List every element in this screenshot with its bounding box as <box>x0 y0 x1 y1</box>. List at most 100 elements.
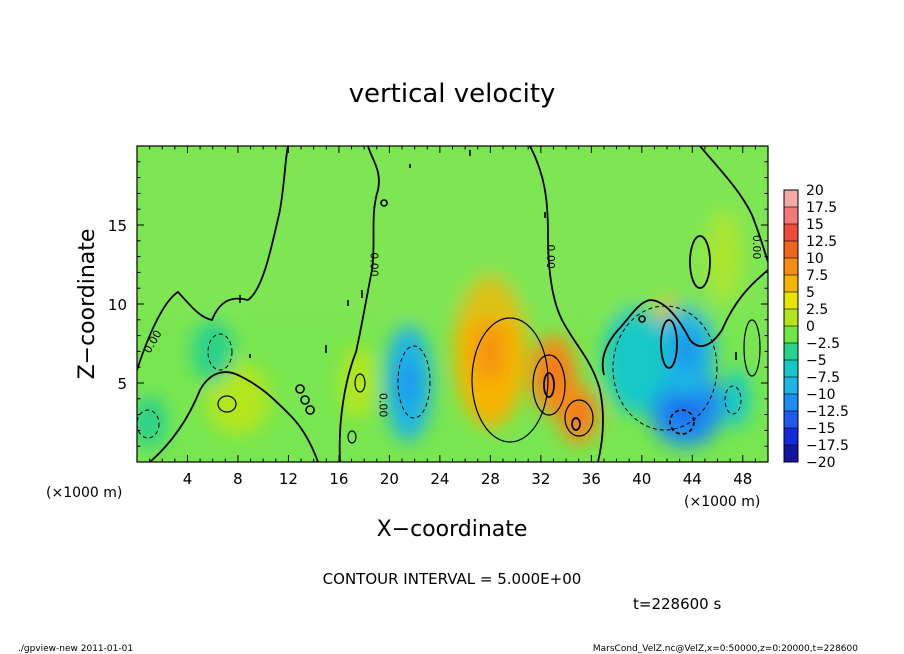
x-axis-label: X−coordinate <box>377 517 528 542</box>
contour-label: 0.00 <box>367 252 380 277</box>
downdraft-region <box>603 304 668 414</box>
colorbar-bin <box>784 428 798 446</box>
updraft-contour-4 <box>660 319 678 369</box>
x-tick-label: 24 <box>430 470 449 488</box>
x-tick-label: 8 <box>233 470 243 488</box>
colorbar-bin <box>784 445 798 463</box>
footer-right: MarsCond_VelZ.nc@VelZ,x=0:50000,z=0:2000… <box>593 644 858 654</box>
updraft-contour-6 <box>217 395 237 413</box>
downdraft-region <box>723 369 750 428</box>
colorbar-label: −7.5 <box>806 370 840 386</box>
x-axis-ticks: 4 8 12 16 20 24 28 32 36 40 44 48 <box>149 146 756 488</box>
x-tick-label: 12 <box>279 470 298 488</box>
colorbar-label: −20 <box>806 455 836 471</box>
updraft-contour-3 <box>564 399 594 437</box>
contour-label: 0.00 <box>750 235 763 260</box>
downdraft-core <box>674 332 698 370</box>
x-tick-label: 36 <box>582 470 601 488</box>
upper-tint <box>137 146 768 320</box>
updraft-contour-5 <box>689 235 711 289</box>
chart-title: vertical velocity <box>349 79 556 109</box>
velocity-field: 0.000.000.000.00 0.00 <box>137 146 768 462</box>
updraft-core <box>544 359 563 391</box>
colorbar-label: −2.5 <box>806 336 840 352</box>
colorbar-label: 2.5 <box>806 302 828 318</box>
updraft-core <box>476 321 505 382</box>
colorbar-label: 20 <box>806 183 824 199</box>
y-axis-label: Z−coordinate <box>75 229 100 380</box>
colorbar-bin <box>784 292 798 310</box>
colorbar-label: −10 <box>806 387 836 403</box>
x-tick-label: 20 <box>380 470 399 488</box>
x-tick-label: 28 <box>481 470 500 488</box>
downdraft-contour-3 <box>612 305 718 431</box>
colorbar-label: −5 <box>806 353 827 369</box>
colorbar-bin <box>784 360 798 378</box>
strong-updraft-contour-1 <box>543 372 555 398</box>
colorbar-label: 7.5 <box>806 268 828 284</box>
x-tick-label: 16 <box>329 470 348 488</box>
colorbar-label: −12.5 <box>806 404 849 420</box>
downdraft-region <box>137 397 168 448</box>
colorbar-bin <box>784 377 798 395</box>
x-tick-label: 32 <box>531 470 550 488</box>
colorbar-label: −15 <box>806 421 836 437</box>
updraft-region <box>340 346 376 420</box>
zero-contour-3 <box>338 146 380 462</box>
downdraft-contour-6 <box>207 333 233 371</box>
contour-label: 0.00 <box>376 393 389 418</box>
zero-contour-6 <box>699 146 768 263</box>
x-axis-unit-left: (×1000 m) <box>46 485 122 501</box>
colorbar-bin <box>784 326 798 344</box>
zero-contour-2 <box>149 371 319 462</box>
updraft-core <box>570 403 587 426</box>
downdraft-contour-1 <box>397 345 431 419</box>
updraft-contour-7 <box>354 373 366 393</box>
colorbar-label: 17.5 <box>806 200 837 216</box>
zero-contour-4 <box>529 146 604 462</box>
x-tick-label: 40 <box>632 470 651 488</box>
downdraft-contour-2 <box>137 409 160 439</box>
colorbar-bin <box>784 241 798 259</box>
contour-interval-text: CONTOUR INTERVAL = 5.000E+00 <box>323 570 582 588</box>
zero-contour-1 <box>137 146 289 371</box>
colorbar-bin <box>784 190 798 208</box>
x-tick-label: 44 <box>683 470 702 488</box>
downdraft-region <box>192 318 234 385</box>
colorbar-label: 10 <box>806 251 824 267</box>
colorbar-bin <box>784 258 798 276</box>
y-tick-label: 15 <box>108 217 127 235</box>
colorbar-bin <box>784 343 798 361</box>
updraft-contour-8 <box>347 430 357 444</box>
small-contours <box>239 150 737 415</box>
colorbar-bin <box>784 224 798 242</box>
colorbar-bin <box>784 207 798 225</box>
downdraft-contour-4 <box>669 409 695 435</box>
downdraft-contour-5 <box>724 385 742 415</box>
contour-label: 0.00 <box>544 244 557 269</box>
downdraft-core <box>671 391 701 423</box>
colorbar-label: 0 <box>806 319 815 335</box>
footer-left: ./gpview-new 2011-01-01 <box>18 644 133 654</box>
plot-area: 0.000.000.000.00 0.00 <box>108 145 769 488</box>
colorbar-bin <box>784 275 798 293</box>
colorbar-label: 12.5 <box>806 234 837 250</box>
contour-lines <box>137 146 768 462</box>
colorbar-bin <box>784 394 798 412</box>
colorbar-bin <box>784 411 798 429</box>
downdraft-core <box>399 360 418 406</box>
colorbar-label: −17.5 <box>806 438 849 454</box>
updraft-contour-9 <box>743 319 761 377</box>
updraft-contour-2 <box>532 354 566 416</box>
time-stamp: t=228600 s <box>633 595 721 613</box>
strong-updraft-contour-2 <box>571 417 581 431</box>
colorbar: 2017.51512.5107.552.50−2.5−5−7.5−10−12.5… <box>783 183 849 471</box>
x-tick-label: 4 <box>183 470 193 488</box>
zero-contour-5 <box>601 269 768 376</box>
y-tick-label: 5 <box>117 375 127 393</box>
x-tick-label: 48 <box>733 470 752 488</box>
x-axis-unit-right: (×1000 m) <box>684 494 760 510</box>
updraft-region <box>206 362 270 436</box>
y-tick-label: 10 <box>108 296 127 314</box>
